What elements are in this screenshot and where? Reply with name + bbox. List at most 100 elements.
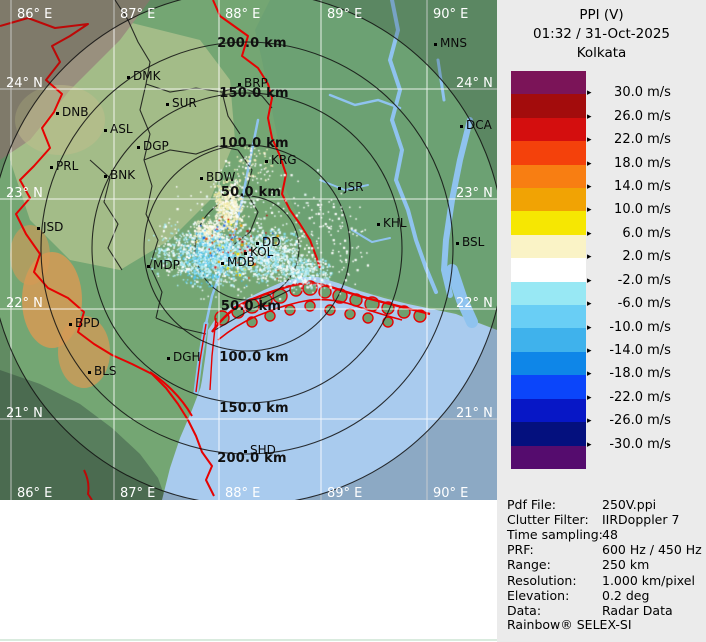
software-credit: Rainbow® SELEX-SI [507,617,632,632]
legend-tick-label: ▸ 26.0 m/s [587,109,671,125]
info-row: Resolution: 1.000 km/pixel [497,573,706,588]
legend-value: -30.0 [609,436,643,452]
legend-tick-icon: ▸ [587,369,592,380]
legend-tick-label: ▸ -2.0 m/s [587,273,671,289]
legend-unit: m/s [643,413,671,429]
info-row: Time sampling: 48 [497,527,706,542]
legend-tick-label: ▸ -22.0 m/s [587,390,671,406]
legend-tick-icon: ▸ [587,392,592,403]
radar-station-name: Kolkata [576,45,627,61]
legend-band [511,398,586,423]
legend-unit: m/s [643,342,671,358]
legend-tick-label: ▸ -26.0 m/s [587,413,671,429]
product-header: PPI (V) 01:32 / 31-Oct-2025 Kolkata [497,6,706,63]
info-label: Clutter Filter: [507,512,589,528]
legend-tick-label: ▸ 22.0 m/s [587,132,671,148]
product-title: PPI (V) [579,7,624,23]
info-label: Time sampling: [507,527,603,543]
legend-tick-icon: ▸ [587,228,592,239]
legend-unit: m/s [643,225,671,241]
legend-tick-label: ▸ 30.0 m/s [587,85,671,101]
info-value: 250 km [602,557,650,573]
legend-band [511,211,586,235]
legend-value: -14.0 [609,342,643,358]
legend-unit: m/s [643,155,671,171]
legend-band [511,234,586,259]
legend-value: -26.0 [609,413,643,429]
legend-tick-label: ▸ 14.0 m/s [587,179,671,195]
info-label: Data: [507,602,542,618]
legend-value: 10.0 [614,202,643,218]
legend-value: -18.0 [609,366,643,382]
legend-tick-label: ▸ -30.0 m/s [587,437,671,453]
legend-unit: m/s [643,249,671,265]
legend-value: -22.0 [609,389,643,405]
legend-band [511,445,586,469]
legend-value: -6.0 [617,296,643,312]
legend-unit: m/s [643,202,671,218]
legend-unit: m/s [643,296,671,312]
legend-unit: m/s [643,272,671,288]
info-row: PRF: 600 Hz / 450 Hz [497,542,706,557]
legend-band [511,258,586,282]
legend-value: -10.0 [609,319,643,335]
info-value: 48 [602,527,618,543]
legend-band [511,375,586,399]
legend-band [511,141,586,165]
legend-tick-icon: ▸ [587,158,592,169]
legend-tick-icon: ▸ [587,322,592,333]
legend-band [511,305,586,329]
info-row: Clutter Filter: IIRDoppler 7 [497,512,706,527]
legend-value: 26.0 [614,108,643,124]
radar-map: 86° E 86° E 87° E 87° E 88° E 88° E 89° E 89° E… [0,0,497,500]
info-label: PRF: [507,542,534,558]
legend-tick-icon: ▸ [587,275,592,286]
legend-band [511,328,586,352]
info-label: Range: [507,557,551,573]
legend-unit: m/s [643,179,671,195]
legend-tick-icon: ▸ [587,111,592,122]
legend-tick-icon: ▸ [587,299,592,310]
info-row: Elevation: 0.2 deg [497,588,706,603]
info-value: 600 Hz / 450 Hz [602,542,702,558]
legend-value: -2.0 [617,272,643,288]
legend-tick-label: ▸ 18.0 m/s [587,156,671,172]
info-value: 250V.ppi [602,497,657,512]
info-value: 1.000 km/pixel [602,572,695,588]
legend-unit: m/s [643,85,671,101]
legend-tick-label: ▸ -10.0 m/s [587,320,671,336]
legend-tick-icon: ▸ [587,416,592,427]
legend-value: 14.0 [614,179,643,195]
legend-band [511,94,586,118]
legend-tick-label: ▸ -14.0 m/s [587,343,671,359]
legend-tick-label: ▸ 6.0 m/s [587,226,671,242]
legend-band [511,164,586,189]
legend-unit: m/s [643,389,671,405]
legend-band [511,117,586,142]
product-datetime: 01:32 / 31-Oct-2025 [532,26,671,42]
legend-unit: m/s [643,366,671,382]
info-label: Elevation: [507,587,570,603]
legend-tick-icon: ▸ [587,88,592,99]
info-value: Radar Data [602,602,673,618]
info-row: Range: 250 km [497,557,706,572]
legend-band [511,71,586,95]
legend-tick-label: ▸ -6.0 m/s [587,296,671,312]
bottom-edge-line [0,639,497,641]
side-panel: PPI (V) 01:32 / 31-Oct-2025 Kolkata ▸ 30.… [497,0,706,642]
legend-band [511,188,586,212]
legend-tick-label: ▸ 2.0 m/s [587,249,671,265]
legend-unit: m/s [643,436,671,452]
legend-value: 6.0 [622,225,643,241]
legend-value: 30.0 [614,85,643,101]
info-label: Resolution: [507,572,577,588]
legend-tick-icon: ▸ [587,135,592,146]
legend-tick-icon: ▸ [587,205,592,216]
info-value: 0.2 deg [602,587,650,603]
legend-tick-label: ▸ 10.0 m/s [587,202,671,218]
info-row: Pdf File: 250V.ppi [497,497,706,512]
velocity-colorbar [511,71,586,469]
legend-unit: m/s [643,108,671,124]
radar-echo-canvas [0,0,497,500]
legend-band [511,422,586,446]
